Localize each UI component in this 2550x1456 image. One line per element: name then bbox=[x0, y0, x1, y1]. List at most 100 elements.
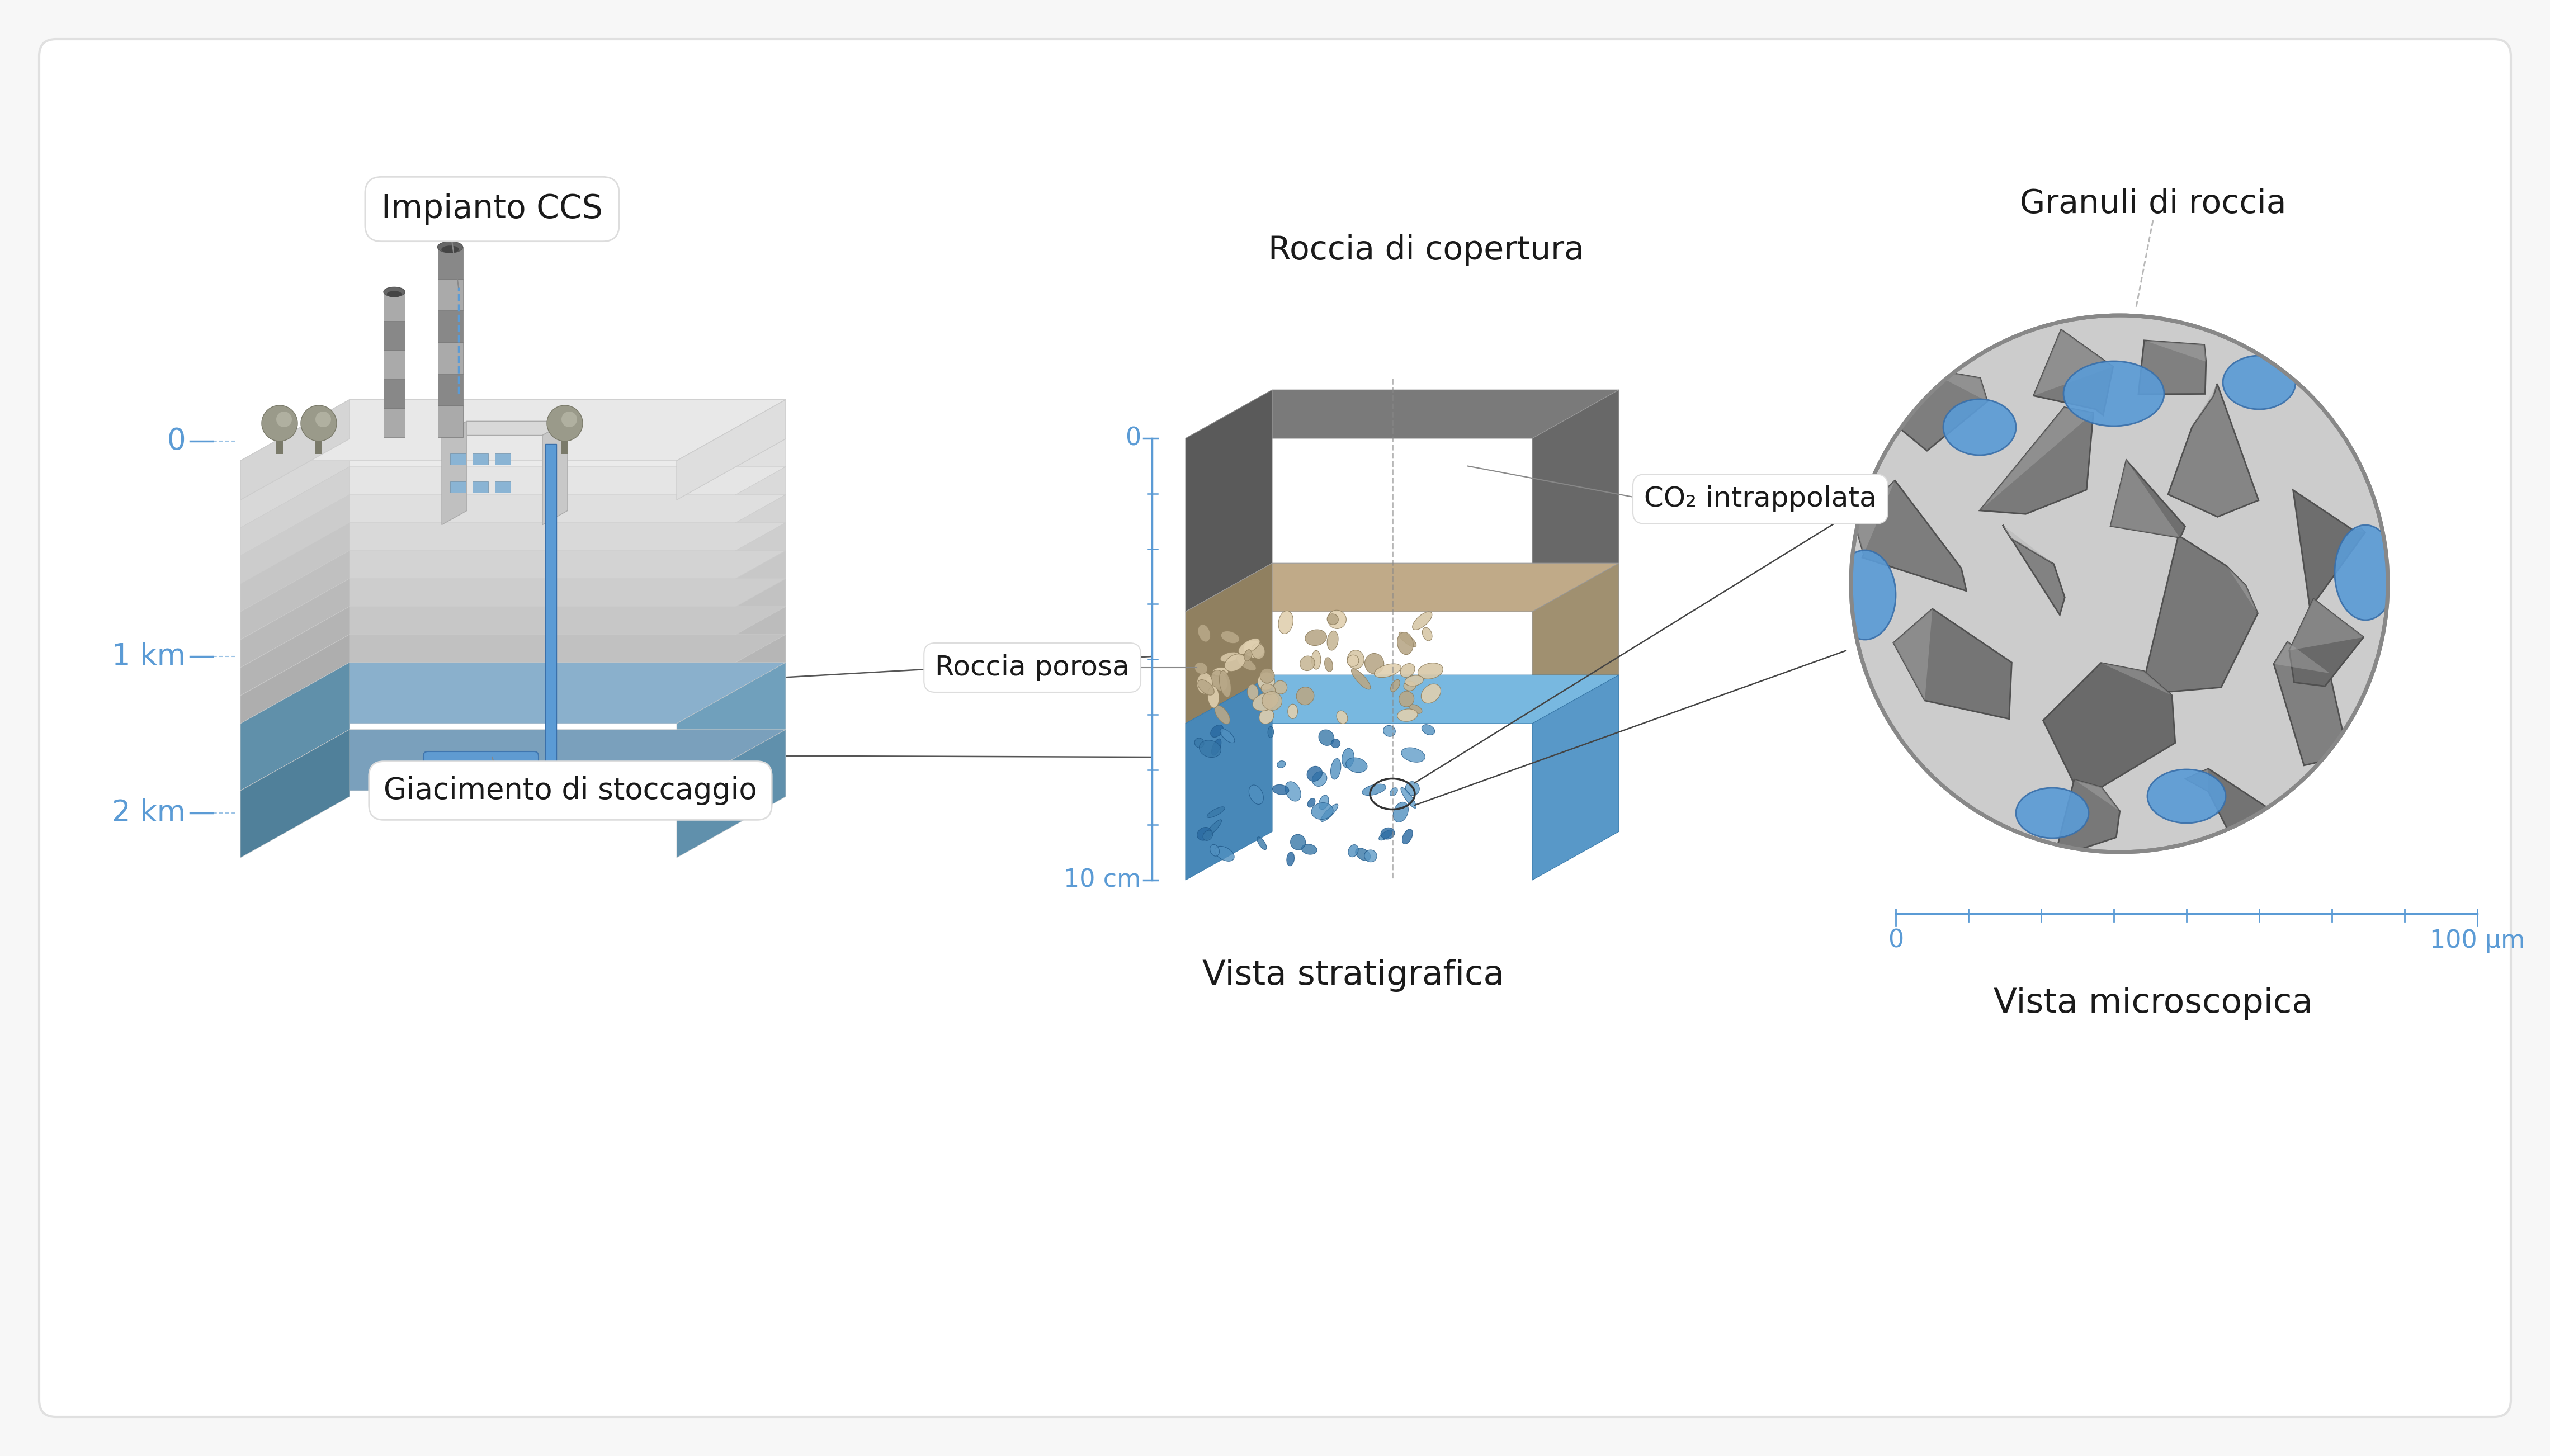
Ellipse shape bbox=[441, 246, 459, 253]
Text: Vista microscopica: Vista microscopica bbox=[1994, 987, 2313, 1019]
Polygon shape bbox=[240, 467, 785, 529]
Polygon shape bbox=[240, 523, 349, 612]
Polygon shape bbox=[2139, 536, 2257, 695]
Ellipse shape bbox=[1211, 738, 1221, 756]
Ellipse shape bbox=[1196, 673, 1211, 695]
Polygon shape bbox=[1533, 676, 1619, 879]
Ellipse shape bbox=[1275, 680, 1288, 695]
Polygon shape bbox=[240, 729, 785, 791]
Bar bbox=[439, 342, 462, 374]
Ellipse shape bbox=[1402, 681, 1415, 690]
Text: 10 cm: 10 cm bbox=[1063, 868, 1140, 893]
Ellipse shape bbox=[1420, 684, 1441, 703]
Polygon shape bbox=[1979, 408, 2094, 511]
Ellipse shape bbox=[1300, 844, 1316, 855]
Polygon shape bbox=[1533, 563, 1619, 724]
Bar bbox=[479, 763, 551, 773]
Bar bbox=[382, 320, 405, 349]
Ellipse shape bbox=[1380, 827, 1395, 839]
Ellipse shape bbox=[1405, 676, 1423, 686]
Ellipse shape bbox=[1364, 654, 1385, 674]
Polygon shape bbox=[676, 578, 785, 668]
Ellipse shape bbox=[1206, 807, 1224, 818]
Polygon shape bbox=[2275, 642, 2349, 766]
Ellipse shape bbox=[1943, 399, 2017, 456]
Polygon shape bbox=[240, 438, 349, 529]
Polygon shape bbox=[676, 662, 785, 791]
Bar bbox=[316, 432, 321, 454]
Polygon shape bbox=[2111, 460, 2185, 537]
Bar bbox=[495, 453, 510, 464]
Polygon shape bbox=[1186, 676, 1272, 879]
Ellipse shape bbox=[1402, 828, 1413, 844]
Ellipse shape bbox=[439, 242, 462, 253]
Polygon shape bbox=[240, 495, 785, 556]
Ellipse shape bbox=[1209, 686, 1219, 708]
Polygon shape bbox=[676, 400, 785, 499]
Ellipse shape bbox=[1326, 614, 1339, 625]
Polygon shape bbox=[2168, 384, 2259, 517]
Ellipse shape bbox=[1405, 782, 1420, 795]
Polygon shape bbox=[240, 467, 349, 556]
Ellipse shape bbox=[382, 287, 405, 297]
Polygon shape bbox=[1186, 563, 1619, 612]
Ellipse shape bbox=[1400, 632, 1415, 646]
Polygon shape bbox=[240, 635, 349, 724]
Text: 1 km: 1 km bbox=[112, 642, 186, 671]
Polygon shape bbox=[1186, 390, 1619, 438]
Ellipse shape bbox=[1308, 798, 1316, 807]
Ellipse shape bbox=[1252, 693, 1278, 711]
Ellipse shape bbox=[1357, 849, 1369, 860]
Polygon shape bbox=[240, 662, 785, 724]
Ellipse shape bbox=[2063, 361, 2165, 427]
Ellipse shape bbox=[1252, 644, 1265, 660]
Ellipse shape bbox=[1295, 687, 1313, 705]
Ellipse shape bbox=[1364, 850, 1377, 862]
Circle shape bbox=[546, 405, 584, 441]
Circle shape bbox=[316, 412, 332, 427]
Ellipse shape bbox=[1423, 628, 1433, 641]
Ellipse shape bbox=[1221, 630, 1239, 644]
Bar bbox=[382, 379, 405, 408]
FancyBboxPatch shape bbox=[423, 751, 538, 785]
Polygon shape bbox=[543, 421, 569, 524]
Polygon shape bbox=[240, 523, 785, 584]
Text: Impianto CCS: Impianto CCS bbox=[382, 194, 602, 226]
Text: 0: 0 bbox=[1125, 427, 1140, 450]
Ellipse shape bbox=[1423, 725, 1436, 735]
Bar bbox=[439, 248, 462, 280]
Polygon shape bbox=[676, 523, 785, 612]
Polygon shape bbox=[240, 495, 349, 584]
Ellipse shape bbox=[1278, 761, 1285, 767]
Ellipse shape bbox=[1318, 795, 1329, 810]
Ellipse shape bbox=[1390, 788, 1397, 796]
Ellipse shape bbox=[1382, 725, 1395, 737]
Polygon shape bbox=[240, 635, 785, 696]
Ellipse shape bbox=[1346, 649, 1364, 668]
Polygon shape bbox=[2193, 384, 2216, 427]
Polygon shape bbox=[2002, 526, 2066, 614]
Polygon shape bbox=[240, 578, 785, 639]
Ellipse shape bbox=[1321, 804, 1339, 821]
Ellipse shape bbox=[1349, 844, 1359, 858]
Ellipse shape bbox=[1390, 680, 1400, 692]
Ellipse shape bbox=[1326, 630, 1339, 651]
Text: 2 km: 2 km bbox=[112, 798, 186, 827]
Text: Roccia di copertura: Roccia di copertura bbox=[1267, 234, 1584, 266]
Ellipse shape bbox=[1833, 550, 1895, 639]
Text: CO₂ intrappolata: CO₂ intrappolata bbox=[1645, 486, 1877, 513]
Ellipse shape bbox=[1362, 783, 1387, 795]
Ellipse shape bbox=[1290, 834, 1306, 850]
Ellipse shape bbox=[1211, 667, 1229, 676]
Ellipse shape bbox=[2147, 769, 2226, 823]
Ellipse shape bbox=[1311, 802, 1334, 820]
Ellipse shape bbox=[1400, 664, 1415, 677]
Ellipse shape bbox=[1198, 680, 1214, 695]
Ellipse shape bbox=[1288, 852, 1295, 866]
Ellipse shape bbox=[1318, 729, 1334, 745]
Polygon shape bbox=[1186, 390, 1272, 612]
Polygon shape bbox=[240, 607, 785, 668]
Ellipse shape bbox=[1306, 629, 1326, 645]
Polygon shape bbox=[2275, 642, 2331, 673]
Polygon shape bbox=[676, 729, 785, 858]
